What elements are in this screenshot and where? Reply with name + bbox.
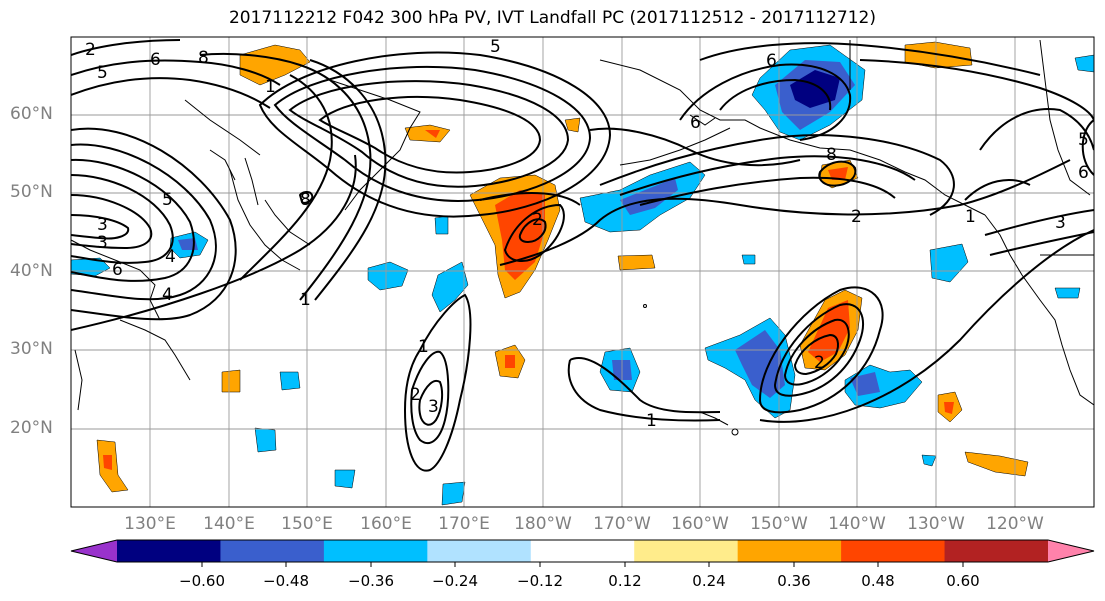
coastlines (71, 39, 1094, 436)
colorbar-segment (323, 540, 428, 562)
map-panel: 2 5 6 8 3 3 5 4 6 4 1 1 1 2 3 2 1 2 8 5 … (71, 37, 1094, 507)
contour-label: 5 (1078, 130, 1089, 150)
contour-label: 4 (165, 247, 176, 267)
lat-label: 20°N (10, 418, 53, 438)
contour-label: 3 (1055, 213, 1066, 233)
lat-label: 60°N (10, 104, 53, 124)
contour-label: 2 (85, 40, 96, 60)
contour-label: 2 (410, 385, 421, 405)
colorbar-tick-label: 0.36 (777, 572, 811, 590)
contour-label: 6 (766, 51, 777, 71)
colorbar (70, 539, 1095, 567)
contour-label: 6 (112, 260, 123, 280)
contour-label: 1 (300, 290, 311, 310)
contour-labels: 2 5 6 8 3 3 5 4 6 4 1 1 1 2 3 2 1 2 8 5 … (85, 37, 1089, 431)
colorbar-extend-low (71, 540, 117, 562)
colorbar-tick-label: −0.60 (179, 572, 225, 590)
lon-label: 170°E (438, 514, 490, 534)
colorbar-segment (634, 540, 739, 562)
lat-label: 50°N (10, 182, 53, 202)
colorbar-tick-label: −0.36 (348, 572, 394, 590)
colorbar-segment (530, 540, 635, 562)
contour-label: 2 (532, 210, 543, 230)
contour-label: 5 (162, 190, 173, 210)
pv-contours (71, 39, 1094, 472)
lon-label: 170°W (593, 514, 651, 534)
lon-label: 140°E (203, 514, 255, 534)
lat-label: 40°N (10, 261, 53, 281)
colorbar-tick-label: −0.24 (432, 572, 478, 590)
contour-label: 1 (646, 411, 657, 431)
contour-label: 1 (965, 207, 976, 227)
contour-label: 6 (690, 113, 701, 133)
lon-label: 150°W (750, 514, 808, 534)
colorbar-tick-label: 0.48 (861, 572, 895, 590)
contour-label: 3 (97, 233, 108, 253)
lon-label: 180°W (514, 514, 572, 534)
colorbar-tick-label: 0.12 (608, 572, 642, 590)
contour-label: 5 (490, 37, 501, 57)
lon-label: 160°W (671, 514, 729, 534)
colorbar-segment (944, 540, 1049, 562)
colorbar-segment (737, 540, 842, 562)
contour-label: 1 (265, 77, 276, 97)
contour-label: 2 (814, 353, 825, 373)
contour-label: 8 (300, 190, 311, 210)
contour-label: 4 (162, 285, 173, 305)
colorbar-tick-label: −0.12 (517, 572, 563, 590)
colorbar-tick-label: 0.24 (692, 572, 726, 590)
contour-label: 5 (97, 63, 108, 83)
colorbar-tick-label: −0.48 (263, 572, 309, 590)
colorbar-segment (427, 540, 532, 562)
colorbar-tick-label: 0.60 (946, 572, 980, 590)
colorbar-segment (841, 540, 946, 562)
contour-label: 2 (851, 207, 862, 227)
lon-label: 130°E (124, 514, 176, 534)
colorbar-outline (70, 539, 1095, 563)
contour-label: 3 (428, 397, 439, 417)
contour-label: 8 (198, 48, 209, 68)
gridlines (71, 37, 1094, 507)
lon-label: 120°W (986, 514, 1044, 534)
colorbar-extend-high (1048, 540, 1094, 562)
contour-label: 1 (418, 337, 429, 357)
lon-label: 150°E (281, 514, 333, 534)
lat-label: 30°N (10, 339, 53, 359)
contour-label: 8 (826, 145, 837, 165)
contour-label: 6 (150, 50, 161, 70)
map-title: 2017112212 F042 300 hPa PV, IVT Landfall… (228, 8, 876, 28)
map-frame (70, 36, 1095, 508)
lon-label: 160°E (360, 514, 412, 534)
lon-label: 130°W (907, 514, 965, 534)
colorbar-segment (220, 540, 325, 562)
lon-label: 140°W (828, 514, 886, 534)
contour-label: 3 (97, 215, 108, 235)
colorbar-segment (117, 540, 221, 562)
contour-label: 6 (1078, 163, 1089, 183)
